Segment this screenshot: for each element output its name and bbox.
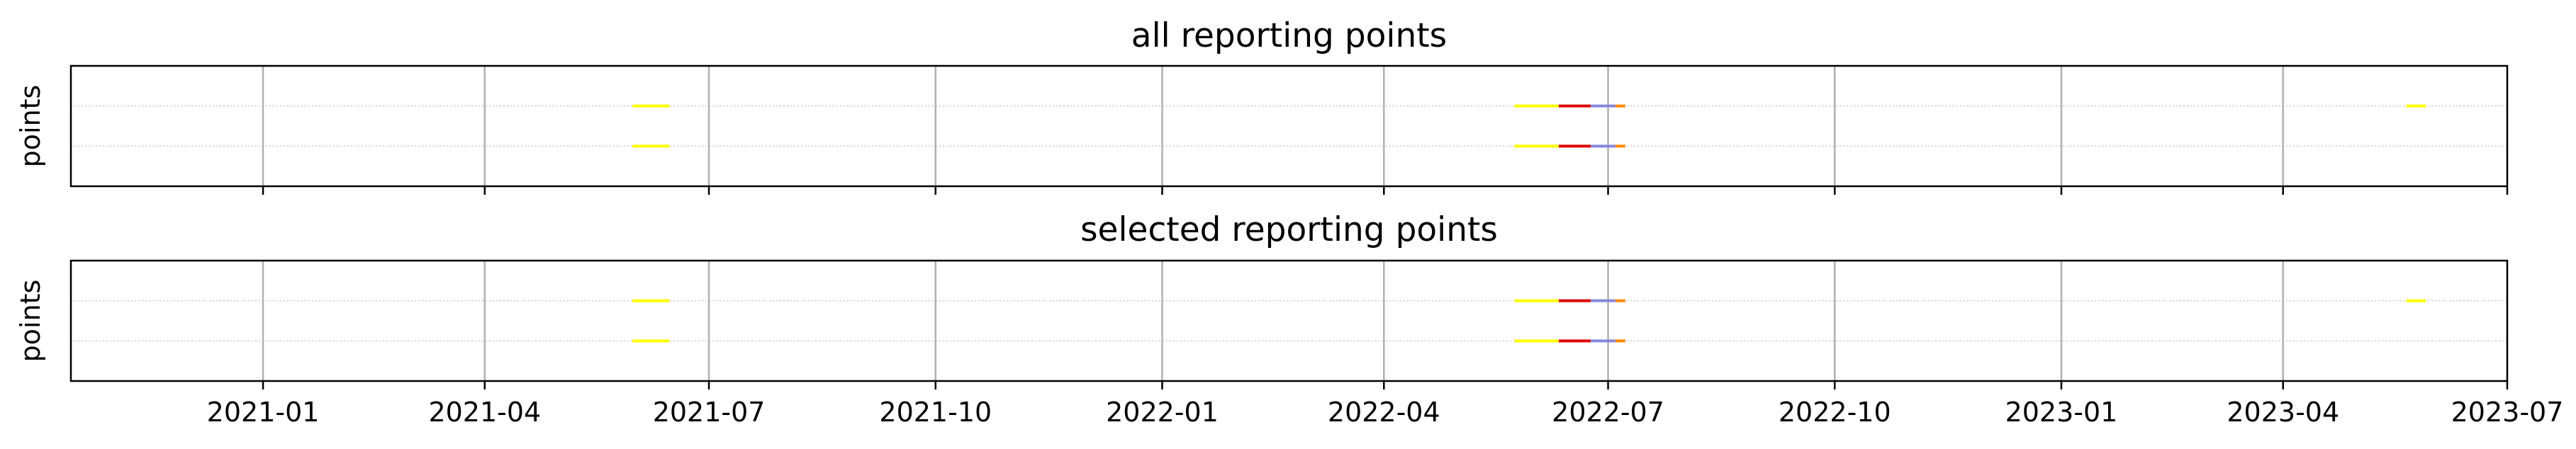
x-tick-label: 2021-01 bbox=[207, 397, 320, 428]
x-tick-label: 2022-10 bbox=[1779, 397, 1891, 428]
y-axis-label: points bbox=[15, 85, 46, 168]
x-tick-label: 2023-07 bbox=[2451, 397, 2564, 428]
y-axis-label: points bbox=[15, 280, 46, 363]
x-tick-label: 2022-01 bbox=[1106, 397, 1219, 428]
x-tick-label: 2021-04 bbox=[428, 397, 541, 428]
plot-frame bbox=[69, 259, 2509, 382]
x-tick-label: 2023-04 bbox=[2227, 397, 2339, 428]
x-tick-label: 2022-04 bbox=[1328, 397, 1440, 428]
chart-title: selected reporting points bbox=[1080, 210, 1498, 249]
x-tick-label: 2021-10 bbox=[879, 397, 992, 428]
chart-title: all reporting points bbox=[1131, 16, 1447, 55]
x-tick-label: 2022-07 bbox=[1552, 397, 1664, 428]
x-tick-label: 2023-01 bbox=[2005, 397, 2118, 428]
plot-frame bbox=[69, 64, 2509, 188]
x-tick-label: 2021-07 bbox=[653, 397, 766, 428]
